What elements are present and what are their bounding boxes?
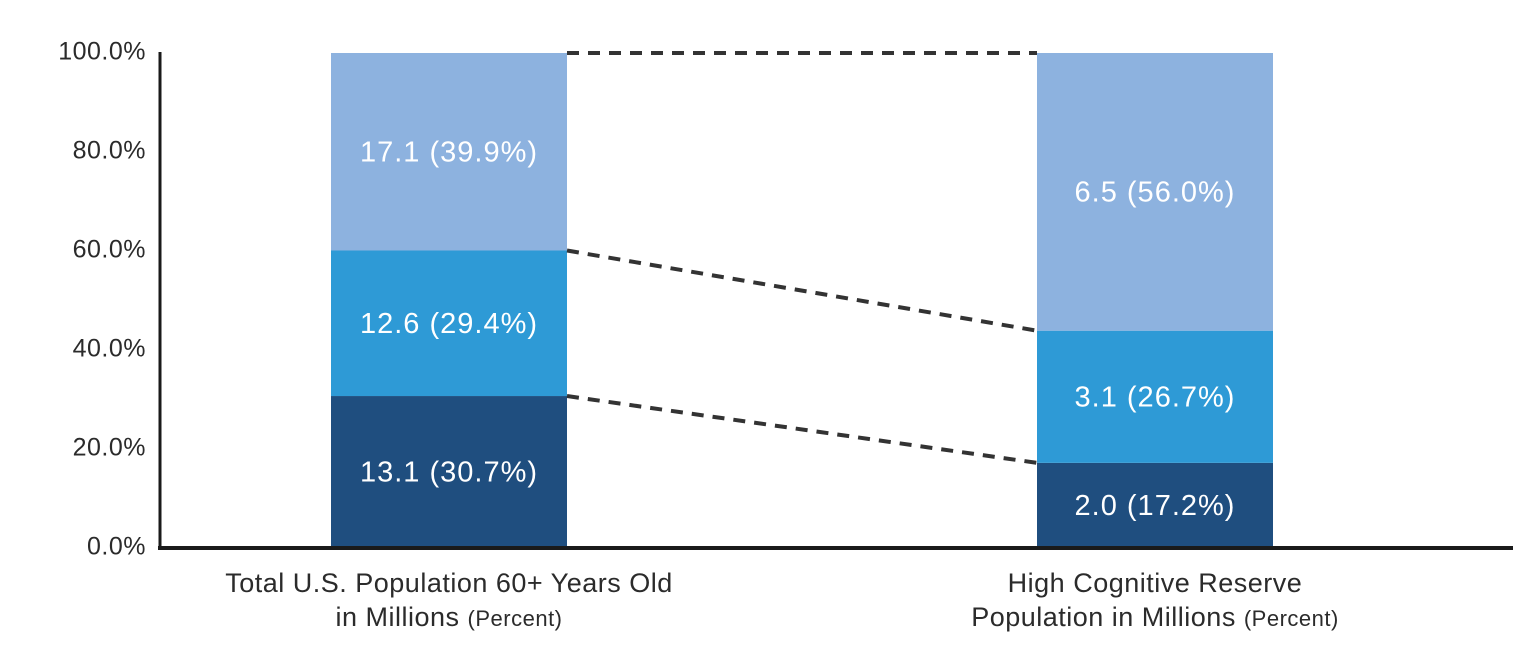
segment-value-label: 12.6 (29.4%) [360,308,538,340]
y-axis-tick-label: 0.0% [87,533,146,561]
segment-value-label: 6.5 (56.0%) [1075,177,1236,209]
y-axis-tick-label: 100.0% [58,38,146,66]
category-label-line2: Population in Millions (Percent) [971,602,1339,632]
bar-left-bottom-segment [331,396,567,548]
segment-value-label: 17.1 (39.9%) [360,136,538,168]
y-axis-tick-label: 20.0% [73,434,146,462]
y-axis-tick-label: 60.0% [73,236,146,264]
category-label-line1: Total U.S. Population 60+ Years Old [225,568,673,598]
segment-value-label: 2.0 (17.2%) [1075,490,1236,522]
y-axis-tick-label: 40.0% [73,335,146,363]
segment-value-label: 3.1 (26.7%) [1075,381,1236,413]
segment-connector-dashed-line [566,248,1038,333]
bar-right-bottom-segment [1037,462,1273,548]
bar-right-top-segment [1037,53,1273,331]
bar-left-top-segment [331,53,567,251]
y-axis-tick-label: 80.0% [73,137,146,165]
bar-left-middle-segment [331,250,567,397]
bar-right-middle-segment [1037,330,1273,463]
segment-value-label: 13.1 (30.7%) [360,457,538,489]
category-label-line1: High Cognitive Reserve [1008,568,1303,598]
category-label-line2: in Millions (Percent) [335,602,562,632]
segment-connector-dashed-line [566,394,1038,465]
